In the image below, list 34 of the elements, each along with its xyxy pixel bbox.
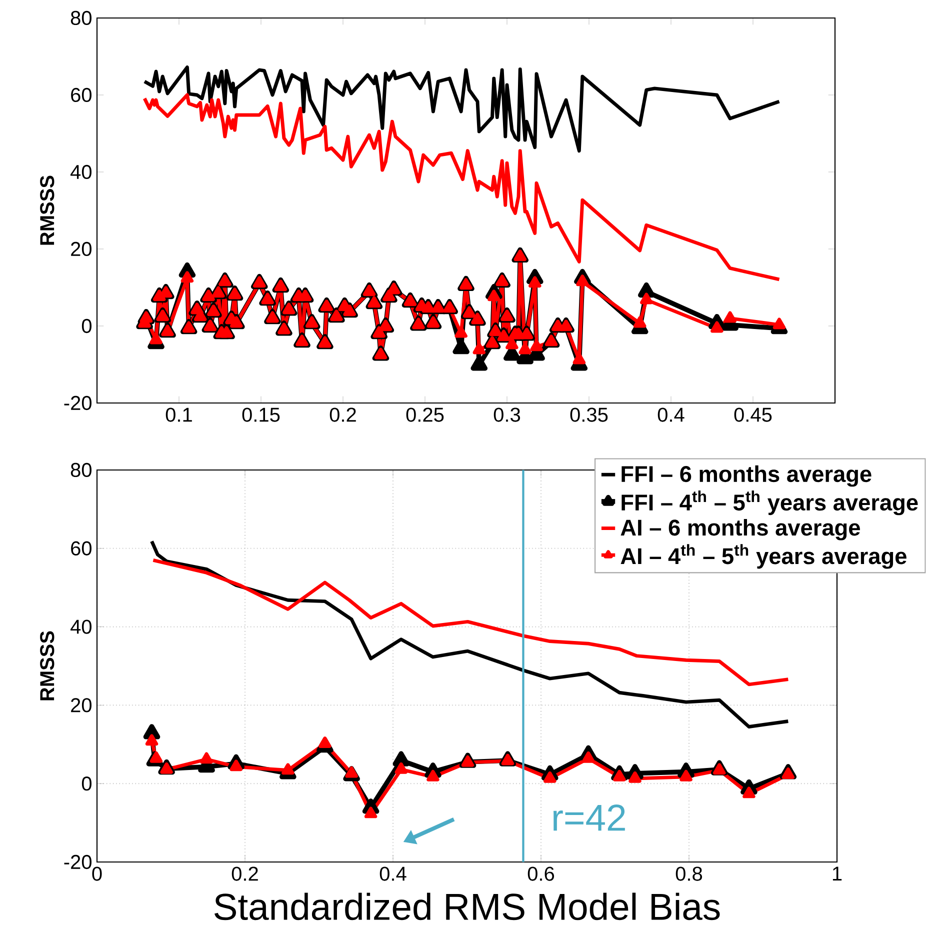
y-axis-title: RMSSS xyxy=(40,631,54,700)
x-tick-label: 0.6 xyxy=(528,866,554,881)
y-tick-label: 40 xyxy=(70,164,92,180)
x-tick-label: 0.2 xyxy=(330,408,356,422)
y-tick-label: 40 xyxy=(70,620,92,634)
y-tick-label: 80 xyxy=(71,462,92,478)
y-tick-label: -20 xyxy=(64,854,92,870)
x-tick-label: 0.25 xyxy=(406,408,444,422)
y-tick-label: 20 xyxy=(71,698,92,712)
y-tick-label: 0 xyxy=(82,318,92,334)
x-tick-label: 0.2 xyxy=(232,866,258,881)
legend-label: AI – 6 months average xyxy=(620,519,860,540)
annotation: r=42 xyxy=(554,804,626,831)
x-tick-label: 0.4 xyxy=(658,408,684,422)
x-axis-title: Standardized RMS Model Bias xyxy=(214,892,720,920)
legend-label: FFI – 6 months average xyxy=(622,465,872,487)
x-tick-label: 0.45 xyxy=(734,408,772,422)
x-tick-label: 0.1 xyxy=(166,408,192,422)
y-tick-label: -20 xyxy=(64,396,92,410)
x-tick-label: 0.35 xyxy=(570,408,608,422)
x-tick-label: 0.4 xyxy=(380,866,406,881)
x-tick-label: 0.15 xyxy=(242,408,280,422)
legend-label: AI – 4$^{th}$ – 5$^{th}$ years average xyxy=(620,544,907,569)
x-tick-label: 0.3 xyxy=(494,408,520,422)
y-tick-label: 60 xyxy=(71,88,92,102)
legend-label: FFI – 4$^{th}$ – 5$^{th}$ years average xyxy=(622,490,918,516)
y-tick-label: 0 xyxy=(82,776,92,791)
x-tick-label: 0 xyxy=(92,866,102,881)
y-tick-label: 20 xyxy=(71,242,92,256)
x-tick-label: 1 xyxy=(833,866,842,880)
y-tick-label: 60 xyxy=(71,541,92,556)
x-tick-label: 0.8 xyxy=(676,866,702,881)
y-tick-label: 80 xyxy=(71,10,92,26)
y-axis-title: RMSSS xyxy=(40,176,54,245)
